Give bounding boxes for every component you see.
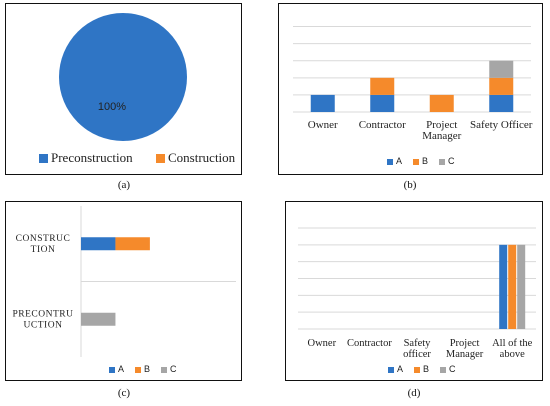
legend-swatch-b — [414, 367, 420, 373]
bar-safety-officer-a — [489, 94, 514, 112]
bar-construction-b — [115, 237, 150, 251]
legend-label-c: C — [448, 156, 455, 166]
legend-label-b: B — [144, 364, 150, 374]
legend-swatch-preconstruction — [39, 154, 48, 163]
legend-label-c: C — [449, 364, 456, 374]
legend-label-a: A — [396, 156, 402, 166]
caption-c: (c) — [117, 387, 131, 399]
y-tick-label-construction: CONSTRUC TION — [16, 234, 71, 255]
pie-chart-a: 100% Preconstruction Construction — [39, 13, 236, 165]
legend-swatch-b — [135, 367, 141, 373]
bar-all-of-the-above-b — [508, 244, 517, 329]
bar-construction-a — [81, 237, 116, 251]
legend-swatch-c — [161, 367, 167, 373]
x-tick-label-all-of-the-above: All of the above — [492, 338, 533, 360]
legend-swatch-construction — [156, 154, 165, 163]
legend-label-a: A — [118, 364, 124, 374]
legend-label-b: B — [422, 156, 428, 166]
bar-contractor-a — [370, 94, 395, 112]
clustered-bar-chart-d: Owner Contractor Safety officer Project Manag… — [298, 227, 536, 374]
pie-data-label: 100% — [98, 101, 126, 113]
caption-a: (a) — [117, 179, 131, 191]
y-tick-label-precontruction: PRECONTRU UCTION — [13, 309, 74, 330]
panel-a: 100% Preconstruction Construction — [5, 3, 242, 175]
legend-swatch-a — [387, 159, 393, 165]
horizontal-bar-chart-c: CONSTRUC TION PRECONTRU UCTION A B C — [13, 206, 236, 374]
caption-b: (b) — [403, 179, 417, 191]
bar-all-of-the-above-a — [499, 244, 508, 329]
bar-contractor-b — [370, 77, 395, 95]
legend-swatch-c — [439, 159, 445, 165]
legend-label-a: A — [397, 364, 403, 374]
x-tick-label-owner: Owner — [308, 338, 337, 349]
legend-swatch-a — [109, 367, 115, 373]
bar-precontruction-c — [81, 312, 116, 326]
bar-project-manager-b — [429, 94, 454, 112]
bar-all-of-the-above-c — [517, 244, 526, 329]
legend-label-construction: Construction — [168, 150, 236, 165]
panel-b: Owner Contractor Project Manager Safety Offi… — [278, 3, 543, 175]
legend-label-b: B — [423, 364, 429, 374]
x-tick-label-contractor: Contractor — [359, 119, 406, 131]
x-tick-label-owner: Owner — [308, 119, 338, 131]
panel-c: CONSTRUC TION PRECONTRU UCTION A B C — [5, 201, 242, 381]
bar-owner-a — [310, 94, 335, 112]
bar-safety-officer-b — [489, 77, 514, 95]
x-tick-label-contractor: Contractor — [347, 338, 392, 349]
x-tick-label-safety-officer: Safety Officer — [470, 119, 533, 131]
caption-d: (d) — [407, 387, 421, 399]
legend-label-c: C — [170, 364, 177, 374]
legend-swatch-c — [440, 367, 446, 373]
x-tick-label-project-manager: Project Manager — [446, 338, 484, 360]
x-tick-label-safety-officer: Safety officer — [403, 338, 431, 360]
panel-d: Owner Contractor Safety officer Project Manag… — [285, 201, 543, 381]
legend-label-preconstruction: Preconstruction — [51, 150, 133, 165]
legend-swatch-a — [388, 367, 394, 373]
x-tick-label-project-manager: Project Manager — [422, 119, 461, 142]
pie-slice-preconstruction — [59, 13, 187, 141]
stacked-bar-chart-b: Owner Contractor Project Manager Safety Offi… — [293, 26, 533, 166]
legend-swatch-b — [413, 159, 419, 165]
bar-safety-officer-c — [489, 60, 514, 78]
